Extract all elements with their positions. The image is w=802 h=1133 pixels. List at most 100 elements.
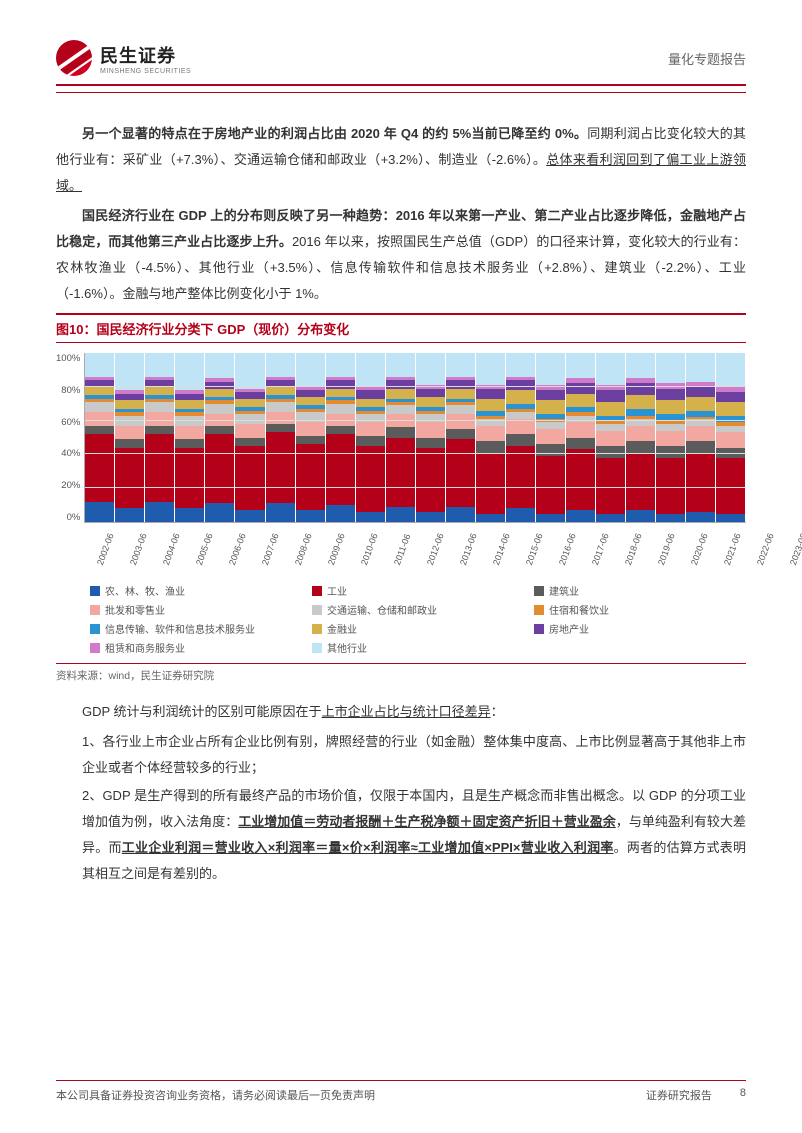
chart-segment [175, 448, 204, 509]
chart-segment [175, 416, 204, 426]
chart-segment [566, 449, 595, 510]
legend-item: 建筑业 [534, 583, 746, 598]
chart-column [235, 353, 264, 522]
chart-segment [386, 353, 415, 377]
header-rule-thick [56, 84, 746, 86]
footer: 本公司具备证券投资咨询业务资格，请务必阅读最后一页免责声明 证券研究报告 8 [56, 1080, 746, 1103]
legend-item: 租赁和商务服务业 [90, 640, 302, 655]
chart-segment [506, 353, 535, 377]
chart-segment [446, 507, 475, 522]
chart-segment [626, 441, 655, 453]
chart-segment [476, 353, 505, 385]
chart-segment [596, 446, 625, 458]
chart-segment [175, 426, 204, 440]
chart-column [476, 353, 505, 522]
p3-a: GDP 统计与利润统计的区别可能原因在于 [82, 704, 322, 719]
chart-segment [596, 458, 625, 514]
chart-segment [416, 512, 445, 522]
chart-segment [536, 390, 565, 400]
chart-segment [145, 426, 174, 434]
legend-label: 工业 [327, 583, 347, 598]
chart-segment [296, 397, 325, 405]
chart-segment [536, 456, 565, 513]
chart-segment [386, 414, 415, 428]
chart-segment [596, 353, 625, 385]
chart-segment [296, 422, 325, 436]
chart-segment [356, 422, 385, 436]
chart-segment [596, 514, 625, 522]
figure-source: 资料来源：wind，民生证券研究院 [56, 663, 746, 683]
chart-segment [356, 436, 385, 446]
chart-column [326, 353, 355, 522]
chart-segment [536, 422, 565, 429]
legend-swatch [534, 624, 544, 634]
legend-item: 信息传输、软件和信息技术服务业 [90, 621, 302, 636]
chart-segment [626, 353, 655, 378]
chart-segment [716, 402, 745, 416]
chart-segment [326, 505, 355, 522]
chart-segment [266, 353, 295, 377]
chart-segment [115, 416, 144, 426]
chart-xaxis: 2002-062003-062004-062005-062006-062007-… [90, 523, 746, 579]
legend-swatch [534, 586, 544, 596]
chart-segment [205, 434, 234, 503]
header-rule-thin [56, 92, 746, 93]
chart-segment [626, 510, 655, 522]
chart-segment [446, 380, 475, 388]
paragraph-3: GDP 统计与利润统计的区别可能原因在于上市企业占比与统计口径差异： [56, 699, 746, 725]
chart-column [266, 353, 295, 522]
chart-segment [386, 427, 415, 437]
chart-segment [506, 390, 535, 404]
chart-segment [235, 438, 264, 446]
chart-segment [235, 424, 264, 438]
legend-item: 批发和零售业 [90, 602, 302, 617]
chart-segment [85, 434, 114, 502]
legend-item: 房地产业 [534, 621, 746, 636]
li2-d: 工业企业利润＝营业收入×利润率＝量×价×利润率≈工业增加值×PPI×营业收入利润… [122, 840, 614, 855]
chart-segment [356, 446, 385, 512]
chart-plot [84, 353, 746, 523]
chart-segment [686, 453, 715, 512]
chart-segment [656, 400, 685, 414]
chart-segment [446, 429, 475, 439]
chart-segment [416, 414, 445, 422]
legend-label: 住宿和餐饮业 [549, 602, 609, 617]
chart-column [145, 353, 174, 522]
footer-rule [56, 1080, 746, 1081]
chart-column [416, 353, 445, 522]
chart-segment [115, 353, 144, 390]
legend-swatch [90, 586, 100, 596]
chart-segment [566, 510, 595, 522]
chart-segment [296, 353, 325, 387]
chart-segment [205, 389, 234, 397]
paragraph-2: 国民经济行业在 GDP 上的分布则反映了另一种趋势：2016 年以来第一产业、第… [56, 203, 746, 307]
p1-lead: 另一个显著的特点在于房地产业的利润占比由 2020 年 Q4 的约 5%当前已降… [82, 126, 587, 141]
chart-segment [85, 402, 114, 412]
chart-segment [296, 510, 325, 522]
chart-legend: 农、林、牧、渔业工业建筑业批发和零售业交通运输、仓储和邮政业住宿和餐饮业信息传输… [90, 583, 746, 655]
chart-segment [416, 397, 445, 407]
header: 民生证券 MINSHENG SECURITIES 量化专题报告 [56, 40, 746, 76]
chart-segment [596, 431, 625, 446]
chart-segment [686, 411, 715, 418]
chart-segment [85, 387, 114, 395]
chart-segment [686, 426, 715, 441]
legend-label: 批发和零售业 [105, 602, 165, 617]
chart-segment [386, 507, 415, 522]
chart-segment [175, 508, 204, 522]
chart-segment [596, 424, 625, 431]
figure-title-bar: 图10：国民经济行业分类下 GDP（现价）分布变化 [56, 313, 746, 343]
chart-segment [506, 508, 535, 522]
legend-label: 信息传输、软件和信息技术服务业 [105, 621, 255, 636]
logo: 民生证券 MINSHENG SECURITIES [56, 40, 191, 76]
chart-segment [205, 353, 234, 378]
chart-segment [115, 448, 144, 509]
legend-swatch [312, 643, 322, 653]
paragraph-1: 另一个显著的特点在于房地产业的利润占比由 2020 年 Q4 的约 5%当前已降… [56, 121, 746, 199]
chart-segment [235, 392, 264, 399]
chart-segment [476, 389, 505, 399]
chart-segment [686, 387, 715, 397]
chart-segment [205, 404, 234, 414]
chart-column [686, 353, 715, 522]
list-item-2: 2、GDP 是生产得到的所有最终产品的市场价值，仅限于本国内，且是生产概念而非售… [56, 783, 746, 887]
